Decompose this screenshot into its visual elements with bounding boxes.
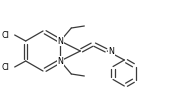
Text: Cl: Cl (2, 30, 10, 40)
Text: N: N (57, 56, 63, 66)
Text: N: N (108, 46, 114, 56)
Text: Cl: Cl (2, 63, 10, 72)
Text: N: N (57, 37, 63, 46)
